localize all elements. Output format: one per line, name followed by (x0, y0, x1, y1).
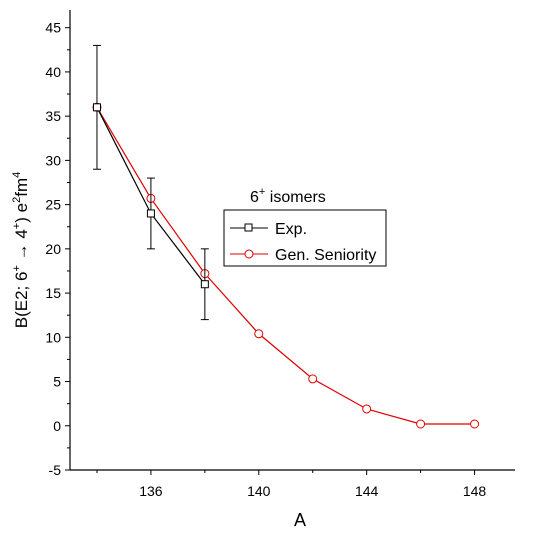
data-point (92, 103, 101, 112)
x-tick-label: 136 (139, 483, 163, 499)
data-point (254, 329, 264, 339)
data-point (362, 404, 372, 414)
legend-marker-square (244, 223, 253, 232)
plot-frame (69, 10, 515, 471)
legend: 6+ isomers Exp. Gen. Seniority (223, 186, 387, 267)
series-exp (92, 44, 209, 321)
x-tick-label: 140 (247, 483, 271, 499)
x-tick-label: 144 (355, 483, 379, 499)
x-ticks: 136 140 144 148 (96, 470, 487, 499)
legend-label-gen-seniority: Gen. Seniority (275, 247, 376, 264)
x-axis-label: A (294, 510, 306, 530)
y-tick-label: 10 (45, 329, 61, 345)
data-point (470, 419, 480, 429)
y-tick-label: 20 (45, 241, 61, 257)
y-tick-label: 40 (45, 64, 61, 80)
data-point (308, 374, 318, 384)
y-tick-label: 5 (53, 374, 61, 390)
y-ticks: -5 0 5 10 15 20 25 30 35 40 45 (45, 20, 70, 478)
data-point (416, 419, 426, 429)
series-line (96, 107, 475, 425)
legend-entry-gen-seniority: Gen. Seniority (230, 247, 376, 264)
data-point (200, 280, 209, 289)
y-tick-label: 0 (53, 418, 61, 434)
y-tick-label: 30 (45, 152, 61, 168)
data-point (146, 209, 155, 218)
series-layer (92, 44, 480, 429)
y-axis-label: B(E2; 6+ → 4+) e2fm4 (11, 172, 31, 328)
x-tick-label: 148 (463, 483, 487, 499)
y-tick-label: 25 (45, 197, 61, 213)
y-tick-label: -5 (49, 462, 62, 478)
y-tick-label: 15 (45, 285, 61, 301)
legend-entry-exp: Exp. (230, 221, 307, 238)
legend-title: 6+ isomers (250, 186, 326, 206)
y-tick-label: 45 (45, 20, 61, 36)
y-tick-label: 35 (45, 108, 61, 124)
legend-label-exp: Exp. (275, 221, 307, 238)
legend-marker-circle (244, 249, 254, 259)
